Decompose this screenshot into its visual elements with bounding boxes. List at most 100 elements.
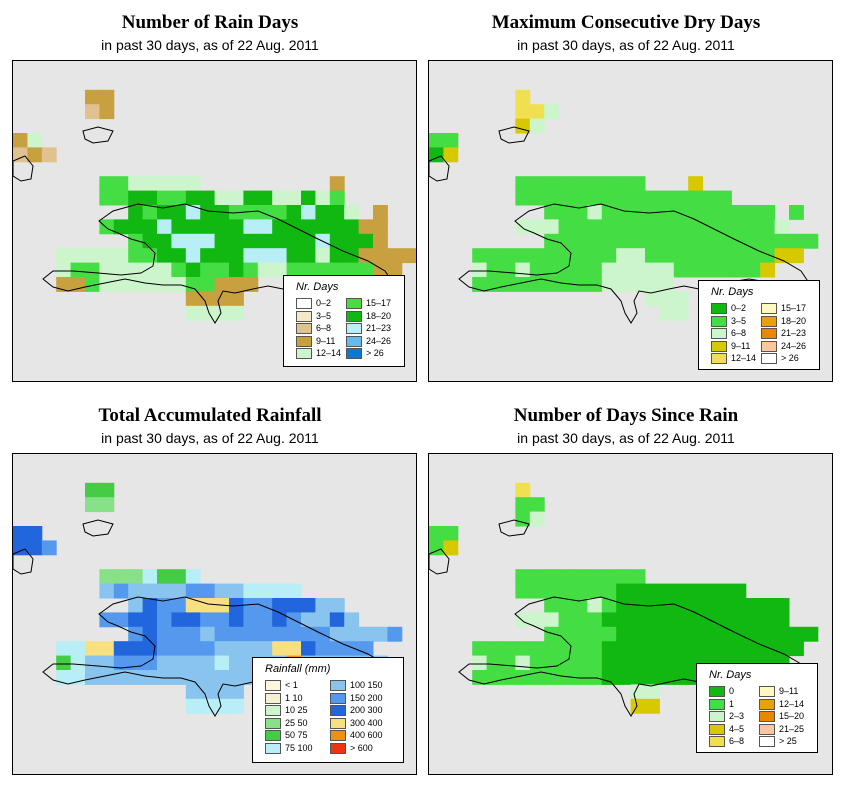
grid-cell [688, 176, 704, 192]
grid-cell [544, 104, 560, 120]
grid-cell [673, 248, 689, 264]
grid-cell [358, 641, 374, 657]
grid-cell [573, 598, 588, 613]
grid-cell [200, 684, 216, 700]
grid-cell [257, 598, 273, 613]
legend-label: 21–23 [366, 323, 392, 333]
grid-cell [529, 497, 545, 513]
legend-swatch [761, 353, 777, 364]
grid-cell [13, 540, 28, 556]
grid-cell [731, 248, 747, 264]
grid-cell [171, 277, 187, 292]
grid-cell [157, 655, 172, 671]
grid-cell [630, 569, 646, 585]
grid-cell [344, 233, 360, 249]
legend-swatch [759, 686, 775, 697]
grid-cell [601, 641, 617, 657]
legend-swatch [346, 298, 362, 309]
grid-cell [286, 598, 302, 613]
grid-cell [329, 248, 345, 264]
grid-cell [185, 262, 201, 278]
grid-cell [803, 233, 819, 249]
grid-cell [745, 233, 761, 249]
panel-title: Number of Rain Days [121, 12, 299, 33]
grid-cell [113, 655, 129, 671]
grid-cell [128, 248, 144, 264]
grid-cell [315, 612, 331, 628]
grid-cell [601, 569, 617, 585]
legend-label: > 25 [779, 736, 797, 746]
grid-cell [688, 233, 704, 249]
grid-cell [558, 655, 574, 671]
grid-cell [803, 626, 819, 642]
grid-cell [587, 176, 603, 192]
grid-cell [515, 219, 531, 235]
grid-cell [128, 262, 144, 278]
legend-swatch [265, 717, 281, 729]
grid-cell [200, 670, 216, 685]
grid-cell [286, 583, 302, 599]
grid-cell [142, 190, 158, 206]
grid-cell [558, 277, 574, 292]
legend-label: 24–26 [366, 335, 392, 346]
grid-cell [659, 190, 675, 206]
grid-cell [315, 641, 331, 657]
grid-cell [544, 262, 560, 278]
grid-cell [587, 233, 603, 249]
grid-cell [113, 248, 129, 264]
grid-cell [673, 233, 689, 249]
grid-cell [171, 583, 187, 599]
coastline-path [429, 155, 450, 182]
grid-cell [200, 219, 216, 235]
legend-label: 2–3 [729, 711, 745, 721]
grid-cell [774, 248, 790, 264]
legend-label: 1 10 [285, 692, 303, 703]
grid-cell [515, 511, 531, 527]
grid-cell [760, 612, 776, 628]
grid-cell [142, 262, 158, 278]
grid-cell [645, 612, 660, 628]
grid-cell [688, 598, 704, 613]
grid-cell [13, 526, 28, 541]
grid-cell [659, 305, 675, 321]
grid-cell [401, 248, 416, 264]
grid-cell [429, 526, 444, 541]
legend-days-since-rain: Nr. Days 0 1 2–3 4–5 6–8 9–11 12–14 15–20 21–25 >… [696, 663, 818, 753]
grid-cell [601, 262, 617, 278]
grid-cell [688, 219, 704, 235]
grid-cell [113, 583, 129, 599]
grid-cell [774, 612, 790, 628]
grid-cell [99, 482, 115, 498]
grid-cell [214, 626, 230, 642]
legend-label: 300 400 [350, 717, 383, 728]
grid-cell [113, 176, 129, 192]
grid-cell [645, 233, 660, 249]
grid-cell [85, 482, 100, 498]
map-rain-days [12, 60, 417, 382]
grid-cell [587, 219, 603, 235]
grid-cell [128, 598, 144, 613]
grid-cell [630, 262, 646, 278]
grid-cell [344, 219, 360, 235]
grid-cell [587, 655, 603, 671]
grid-cell [257, 190, 273, 206]
grid-cell [185, 684, 201, 700]
grid-cell [272, 233, 288, 249]
legend-swatch [711, 353, 727, 364]
legend-label: 12–14 [316, 348, 342, 358]
grid-cell [544, 569, 560, 585]
grid-cell [257, 233, 273, 249]
grid-cell [243, 612, 259, 628]
coastline-path [13, 548, 34, 575]
grid-cell [229, 684, 244, 700]
coastline-path [42, 203, 394, 324]
grid-cell [301, 598, 316, 613]
grid-cell [185, 655, 201, 671]
grid-cell [731, 641, 747, 657]
grid-cell [529, 176, 545, 192]
grid-cell [529, 612, 545, 628]
grid-cell [688, 248, 704, 264]
grid-cell [472, 655, 488, 671]
grid-cell [128, 655, 144, 671]
grid-cell [56, 670, 72, 685]
